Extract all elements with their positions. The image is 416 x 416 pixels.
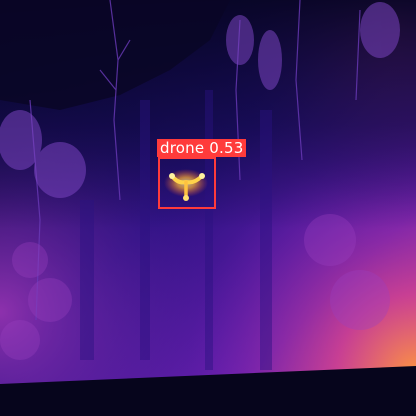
detection-bounding-box	[158, 157, 216, 209]
detection-label: drone 0.53	[157, 139, 247, 157]
drone-hotspot	[164, 169, 208, 201]
